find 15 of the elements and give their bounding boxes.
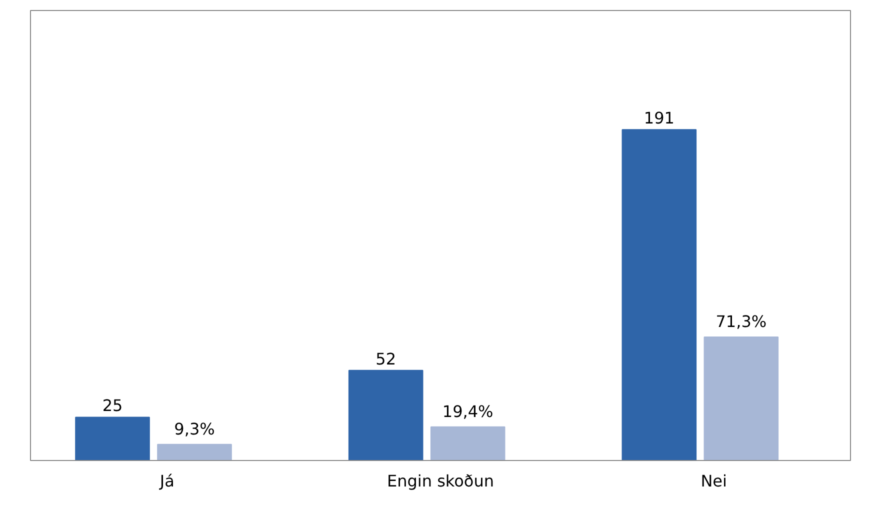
bar (157, 444, 232, 460)
x-tick-label: Nei (700, 472, 727, 490)
x-tick-label: Já (158, 472, 174, 490)
data-label: 191 (644, 108, 674, 128)
bar (348, 370, 424, 460)
bar (704, 336, 779, 460)
data-label: 52 (376, 349, 396, 368)
bar (430, 426, 506, 460)
data-label: 19,4% (442, 402, 494, 421)
data-label: 25 (102, 396, 123, 416)
bar (622, 129, 697, 460)
x-tick-label: Engin skoðun (387, 472, 494, 490)
bar (75, 416, 150, 460)
data-label: 9,3% (174, 419, 215, 438)
data-label: 71,3% (716, 312, 767, 331)
